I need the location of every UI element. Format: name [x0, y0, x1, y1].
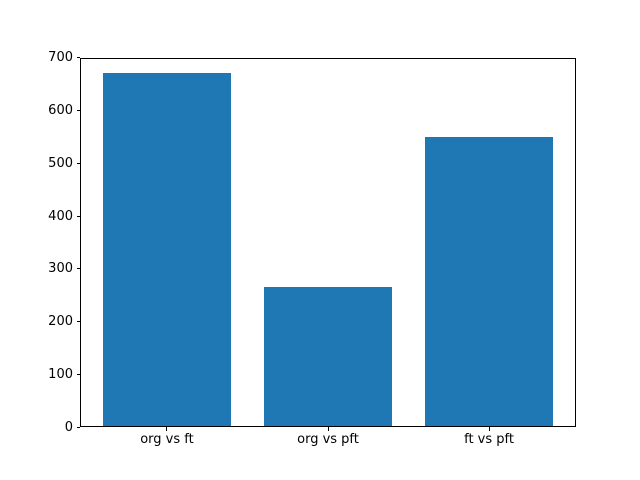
- y-tick-mark: [76, 109, 80, 111]
- x-tick-label: org vs ft: [140, 432, 194, 448]
- bar-org-vs-pft: [263, 287, 393, 428]
- y-tick-label: 100: [48, 366, 73, 382]
- y-tick-mark: [76, 162, 80, 164]
- y-tick-label: 300: [48, 261, 73, 277]
- x-tick-label: ft vs pft: [464, 432, 514, 448]
- y-tick-mark: [76, 215, 80, 217]
- y-tick-mark: [76, 321, 80, 323]
- y-tick-mark: [76, 373, 80, 375]
- y-tick-label: 0: [64, 419, 73, 435]
- y-tick-label: 500: [48, 155, 73, 171]
- y-tick-label: 200: [48, 314, 73, 330]
- x-tick-mark: [327, 427, 329, 431]
- y-tick-label: 400: [48, 208, 73, 224]
- y-tick-mark: [76, 268, 80, 270]
- x-tick-mark: [166, 427, 168, 431]
- x-tick-mark: [488, 427, 490, 431]
- y-tick-mark: [76, 426, 80, 428]
- y-tick-label: 700: [48, 50, 73, 66]
- x-tick-label: org vs pft: [297, 432, 359, 448]
- bar-ft-vs-pft: [424, 136, 554, 428]
- y-tick-mark: [76, 57, 80, 59]
- bar-org-vs-ft: [102, 73, 232, 428]
- y-tick-label: 600: [48, 102, 73, 118]
